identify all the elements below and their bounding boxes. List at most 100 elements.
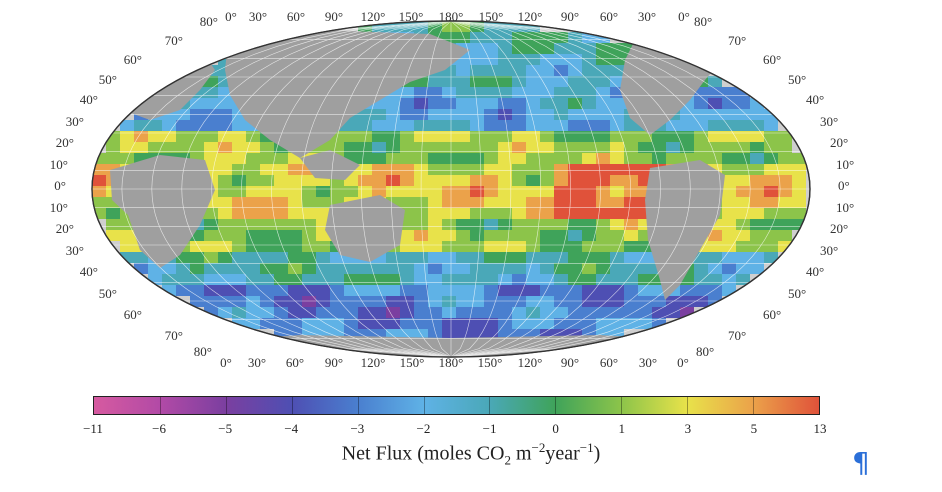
right-latitude-label: 50° [788, 72, 806, 87]
flux-cell [456, 208, 470, 219]
flux-cell [498, 263, 512, 274]
flux-cell [470, 54, 484, 65]
flux-cell [708, 153, 722, 164]
flux-cell [316, 208, 330, 219]
longitude-line [450, 21, 482, 357]
flux-cell [316, 318, 330, 329]
flux-cell [344, 329, 358, 340]
flux-cell [582, 285, 596, 296]
flux-cell [498, 329, 512, 340]
flux-cell [512, 76, 526, 87]
flux-cell [596, 175, 610, 186]
flux-cell [568, 318, 582, 329]
flux-cell [596, 65, 610, 76]
flux-cell [414, 296, 428, 307]
flux-cell [736, 230, 750, 241]
flux-cell [274, 186, 288, 197]
flux-cell [232, 120, 246, 131]
longitude-line [450, 21, 751, 357]
flux-cell [218, 98, 232, 109]
flux-cell [400, 296, 414, 307]
top-longitude-label: 30° [249, 9, 267, 24]
flux-cell [512, 197, 526, 208]
flux-cell [358, 131, 372, 142]
bottom-longitude-label: 90° [561, 355, 579, 370]
top-longitude-labels: 0° 30° 60° 90° 120° 150° 180° 150° 120° 90° 60° 30°… [225, 9, 690, 24]
flux-cell [540, 142, 554, 153]
asia-europe [225, 30, 470, 158]
flux-cell [400, 252, 414, 263]
bottom-longitude-label: 30° [639, 355, 657, 370]
flux-cell [456, 197, 470, 208]
flux-cell [442, 208, 456, 219]
flux-cell [722, 98, 736, 109]
flux-cell [764, 120, 778, 131]
flux-cell [512, 32, 526, 43]
flux-cell [456, 32, 470, 43]
flux-cell [736, 208, 750, 219]
flux-cell [568, 285, 582, 296]
flux-cell [246, 153, 260, 164]
flux-cell [554, 32, 568, 43]
flux-cell [736, 98, 750, 109]
flux-cell [694, 263, 708, 274]
flux-cell [582, 230, 596, 241]
flux-cell [218, 219, 232, 230]
flux-cell [232, 241, 246, 252]
flux-cell [512, 285, 526, 296]
bottom-longitude-label: 150° [400, 355, 425, 370]
flux-cell [470, 76, 484, 87]
flux-cell [638, 241, 652, 252]
flux-cell [554, 142, 568, 153]
flux-cell [358, 142, 372, 153]
flux-cell [274, 208, 288, 219]
flux-cell [554, 285, 568, 296]
flux-cell [484, 76, 498, 87]
flux-cell [610, 263, 624, 274]
flux-cell [190, 274, 204, 285]
flux-cell [288, 318, 302, 329]
flux-cell [470, 230, 484, 241]
flux-cell [582, 296, 596, 307]
flux-cell [638, 164, 652, 175]
colorbar-tick: −1 [482, 421, 497, 436]
flux-cell [554, 87, 568, 98]
flux-cell [484, 87, 498, 98]
flux-cell [316, 175, 330, 186]
flux-cell [540, 263, 554, 274]
flux-cell [638, 131, 652, 142]
flux-cell [568, 208, 582, 219]
flux-cell [610, 54, 624, 65]
flux-cell [246, 142, 260, 153]
flux-cell [414, 153, 428, 164]
flux-cell [288, 252, 302, 263]
flux-cell [736, 263, 750, 274]
flux-cell [498, 43, 512, 54]
left-latitude-label: 40° [80, 264, 98, 279]
title-superscript-1: −2 [531, 440, 546, 455]
flux-cell [274, 329, 288, 340]
flux-cell [764, 197, 778, 208]
flux-cell [512, 98, 526, 109]
flux-cell [428, 208, 442, 219]
flux-cell [260, 318, 274, 329]
flux-cell [722, 219, 736, 230]
flux-cell [470, 296, 484, 307]
flux-cell [582, 274, 596, 285]
flux-cell [218, 197, 232, 208]
flux-cell [792, 186, 806, 197]
flux-cell [106, 197, 120, 208]
flux-cell [442, 230, 456, 241]
flux-cell [428, 76, 442, 87]
flux-cell [540, 120, 554, 131]
flux-cell [400, 186, 414, 197]
flux-cell [260, 219, 274, 230]
top-longitude-label: 150° [399, 9, 424, 24]
flux-cell [190, 252, 204, 263]
flux-cell [260, 230, 274, 241]
flux-cell [652, 307, 666, 318]
flux-cell [568, 43, 582, 54]
flux-cell [596, 307, 610, 318]
flux-cell [204, 208, 218, 219]
flux-cell [330, 186, 344, 197]
